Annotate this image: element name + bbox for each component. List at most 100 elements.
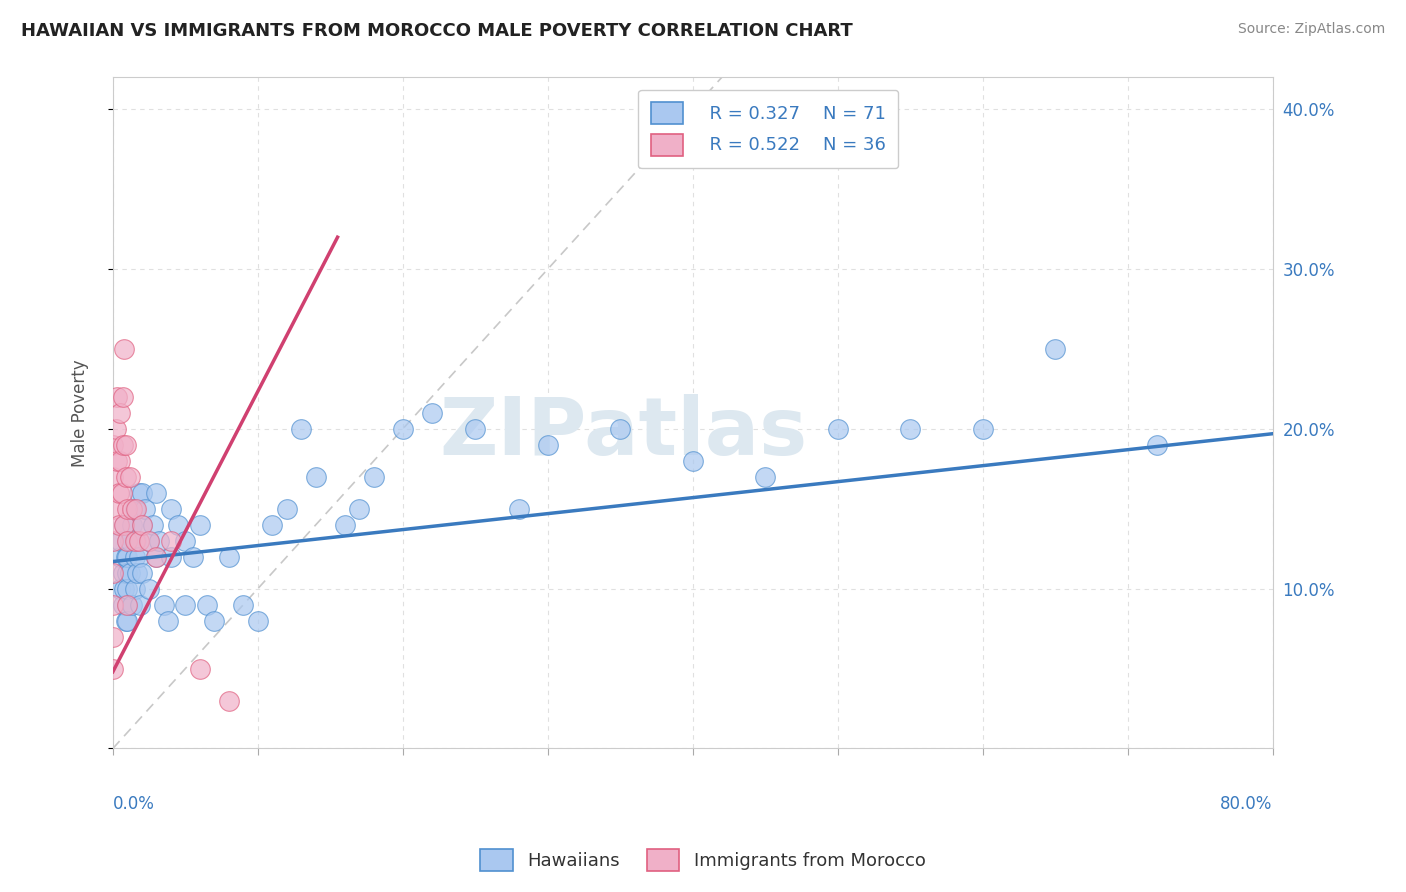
Point — [124, 549, 146, 564]
Point — [114, 342, 136, 356]
Point — [195, 598, 218, 612]
Point — [108, 454, 131, 468]
Text: 0.0%: 0.0% — [112, 796, 155, 814]
Point — [305, 470, 328, 484]
Text: Source: ZipAtlas.com: Source: ZipAtlas.com — [1237, 22, 1385, 37]
Point — [101, 501, 124, 516]
Point — [262, 517, 284, 532]
Text: ZIPatlas: ZIPatlas — [439, 394, 807, 472]
Point — [145, 549, 167, 564]
Point — [464, 422, 486, 436]
Point — [333, 517, 356, 532]
Point — [108, 406, 131, 420]
Point — [117, 566, 139, 580]
Point — [145, 486, 167, 500]
Point — [104, 422, 127, 436]
Point — [101, 598, 124, 612]
Point — [128, 533, 150, 548]
Point — [121, 501, 143, 516]
Point — [160, 549, 183, 564]
Point — [101, 533, 124, 548]
Point — [127, 566, 149, 580]
Point — [110, 486, 132, 500]
Point — [508, 501, 530, 516]
Point — [131, 517, 153, 532]
Point — [101, 566, 124, 580]
Y-axis label: Male Poverty: Male Poverty — [72, 359, 89, 467]
Point — [115, 438, 138, 452]
Point — [138, 582, 160, 596]
Point — [111, 566, 134, 580]
Point — [101, 662, 124, 676]
Point — [152, 598, 174, 612]
Point — [117, 533, 139, 548]
Point — [160, 501, 183, 516]
Point — [134, 501, 156, 516]
Point — [160, 533, 183, 548]
Point — [420, 406, 443, 420]
Point — [218, 693, 240, 707]
Legend: Hawaiians, Immigrants from Morocco: Hawaiians, Immigrants from Morocco — [472, 842, 934, 879]
Point — [131, 566, 153, 580]
Point — [107, 486, 129, 500]
Point — [754, 470, 776, 484]
Point — [128, 549, 150, 564]
Point — [125, 501, 148, 516]
Point — [138, 533, 160, 548]
Point — [124, 501, 146, 516]
Legend:   R = 0.327    N = 71,   R = 0.522    N = 36: R = 0.327 N = 71, R = 0.522 N = 36 — [638, 90, 898, 169]
Point — [188, 517, 211, 532]
Point — [138, 533, 160, 548]
Point — [108, 582, 131, 596]
Point — [391, 422, 413, 436]
Point — [129, 598, 152, 612]
Point — [363, 470, 385, 484]
Point — [142, 517, 165, 532]
Point — [117, 598, 139, 612]
Point — [290, 422, 312, 436]
Point — [174, 598, 197, 612]
Point — [101, 470, 124, 484]
Point — [121, 517, 143, 532]
Point — [117, 549, 139, 564]
Point — [148, 533, 170, 548]
Point — [232, 598, 254, 612]
Point — [898, 422, 921, 436]
Point — [609, 422, 631, 436]
Point — [117, 582, 139, 596]
Point — [349, 501, 371, 516]
Point — [156, 614, 179, 628]
Point — [246, 614, 269, 628]
Point — [111, 598, 134, 612]
Point — [117, 501, 139, 516]
Point — [108, 533, 131, 548]
Point — [111, 438, 134, 452]
Point — [117, 598, 139, 612]
Point — [101, 630, 124, 644]
Point — [1146, 438, 1168, 452]
Point — [108, 549, 131, 564]
Text: HAWAIIAN VS IMMIGRANTS FROM MOROCCO MALE POVERTY CORRELATION CHART: HAWAIIAN VS IMMIGRANTS FROM MOROCCO MALE… — [21, 22, 853, 40]
Point — [125, 533, 148, 548]
Point — [188, 662, 211, 676]
Point — [131, 517, 153, 532]
Point — [115, 614, 138, 628]
Point — [114, 582, 136, 596]
Point — [105, 454, 128, 468]
Point — [101, 438, 124, 452]
Point — [105, 390, 128, 404]
Point — [276, 501, 298, 516]
Point — [120, 566, 142, 580]
Point — [124, 533, 146, 548]
Point — [114, 517, 136, 532]
Point — [181, 549, 204, 564]
Point — [117, 533, 139, 548]
Point — [124, 582, 146, 596]
Point — [120, 533, 142, 548]
Point — [167, 517, 190, 532]
Point — [115, 470, 138, 484]
Point — [218, 549, 240, 564]
Point — [111, 390, 134, 404]
Point — [537, 438, 560, 452]
Point — [120, 470, 142, 484]
